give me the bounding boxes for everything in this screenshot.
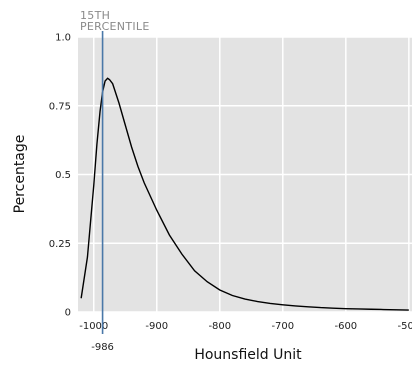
grid <box>78 36 412 313</box>
x-tick-label: -500 <box>397 321 412 332</box>
x-axis-title: Hounsfield Unit <box>194 347 302 363</box>
x-tick-labels: -1000 -900 -800 -700 -600 -500 <box>79 321 412 332</box>
y-tick-label: 0.5 <box>55 170 71 181</box>
y-axis-title: Percentage <box>12 135 28 214</box>
x-tick-label: -900 <box>145 321 168 332</box>
y-tick-label: 0.75 <box>49 101 71 112</box>
y-tick-label: 0.25 <box>49 239 71 250</box>
density-curve <box>80 77 409 311</box>
y-tick-label: 1.0 <box>55 33 71 44</box>
percentile-annotation-line2: PERCENTILE <box>80 20 150 33</box>
percentile-annotation-line1: 15TH <box>80 9 110 22</box>
x-tick-label: -700 <box>271 321 294 332</box>
y-tick-labels: 0 0.25 0.5 0.75 1.0 <box>49 33 71 319</box>
x-tick-label: -800 <box>208 321 231 332</box>
x-tick-label: -1000 <box>79 321 108 332</box>
y-tick-label: 0 <box>65 308 71 319</box>
percentile-marker-value: -986 <box>91 342 114 353</box>
x-tick-label: -600 <box>334 321 357 332</box>
